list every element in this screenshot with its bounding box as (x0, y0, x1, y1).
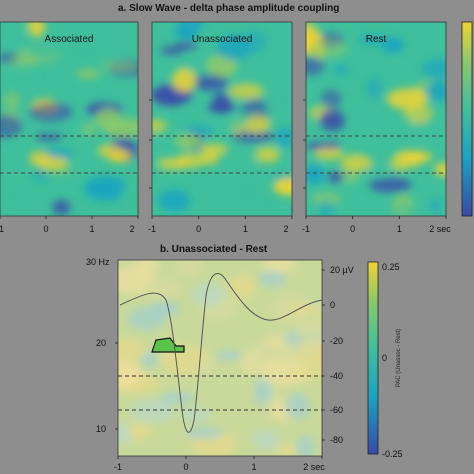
x-tick-label: 2 sec (303, 462, 325, 472)
y-tick-label-right: -60 (330, 405, 343, 415)
y-tick-label-left: 20 (96, 338, 106, 348)
heatmap-panel-3: Rest -1 0 1 2 sec (302, 21, 451, 234)
heatmap-panel-1: Associated -1 0 1 2 (0, 21, 139, 234)
x-tick-label: -1 (114, 462, 122, 472)
x-tick-label: 0 (183, 462, 188, 472)
colorbar-min-label: -0.25 (382, 449, 403, 459)
x-tick-label: 0 (196, 224, 201, 234)
y-tick-label-right: 20 µV (330, 265, 354, 275)
x-tick-label: 1 (397, 224, 402, 234)
panel-label-unassociated: Unassociated (192, 34, 253, 45)
panel-b-heatmap: 30 Hz 20 10 20 µV 0 -20 -40 -60 -80 -1 0 1 2 sec (86, 257, 354, 472)
colorbar-title: PAC (Unassoc - Rest) (396, 329, 402, 388)
panel-a-colorbar (461, 21, 473, 217)
x-tick-label: 2 (283, 224, 288, 234)
x-tick-label: 2 sec (429, 224, 451, 234)
x-tick-label: 1 (243, 224, 248, 234)
panel-label-associated: Associated (45, 34, 94, 45)
significant-cluster (151, 337, 185, 353)
panel-b-title: b. Unassociated - Rest (160, 244, 268, 255)
x-tick-label: 2 (129, 224, 134, 234)
x-tick-label: 0 (43, 224, 48, 234)
x-tick-label: 1 (89, 224, 94, 234)
colorbar-max-label: 0.25 (382, 262, 400, 272)
x-tick-label: 1 (251, 462, 256, 472)
panel-b-colorbar (367, 261, 379, 455)
x-tick-label: -1 (302, 224, 310, 234)
x-tick-label: -1 (148, 224, 156, 234)
y-tick-label-right: -40 (330, 371, 343, 381)
heatmap-panel-2: Unassociated -1 0 1 2 (148, 21, 293, 234)
panel-label-rest: Rest (366, 34, 387, 45)
x-tick-label: -1 (0, 224, 4, 234)
y-tick-label-right: -80 (330, 435, 343, 445)
panel-a-title: a. Slow Wave - delta phase amplitude cou… (118, 3, 339, 14)
y-tick-label-right: 0 (330, 300, 335, 310)
y-tick-label-right: -20 (330, 336, 343, 346)
x-tick-label: 0 (350, 224, 355, 234)
panel-b-frame (117, 259, 323, 457)
slow-wave-trace (119, 272, 323, 433)
colorbar-zero-label: 0 (382, 353, 387, 363)
y-tick-label-left: 10 (96, 424, 106, 434)
y-top-label: 30 Hz (86, 257, 110, 267)
panel-a-heatmaps: Associated -1 0 1 2 Unassociated -1 0 1 2 Rest -1 0 1… (0, 21, 451, 234)
